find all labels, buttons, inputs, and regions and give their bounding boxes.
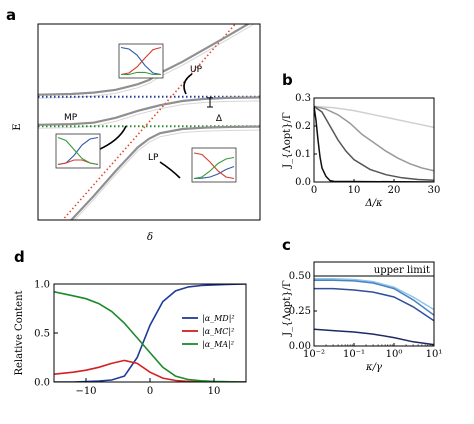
panel-label-d: d xyxy=(14,248,25,266)
series-line-b-1 xyxy=(314,105,434,182)
plot-area-c xyxy=(314,275,434,346)
y-tick-label-c-2: 0.50 xyxy=(289,271,311,282)
plot-area-b xyxy=(314,105,434,182)
x-tick-label-d-1: 0 xyxy=(147,386,153,397)
frame-a xyxy=(37,23,261,221)
x-tick-label-b-1: 10 xyxy=(348,185,361,196)
x-tick-label-b-2: 20 xyxy=(388,185,401,196)
x-tick-label-b-0: 0 xyxy=(311,185,317,196)
series-line-b-0 xyxy=(314,106,434,182)
series-line-b-2 xyxy=(314,105,434,172)
y-tick-label-b-1: 0.1 xyxy=(295,149,311,160)
inset-lp-curve-0 xyxy=(193,165,235,180)
series-line-c-1 xyxy=(314,279,434,316)
y-axis-label-d: Relative Content xyxy=(14,290,25,375)
inset-lp-curve-2 xyxy=(193,156,235,180)
x-tick-label-c-0: 10⁻² xyxy=(303,349,325,360)
x-tick-label-c-1: 10⁻¹ xyxy=(343,349,365,360)
frame-b xyxy=(313,97,435,183)
series-line-c-0 xyxy=(314,278,434,311)
y-tick-label-c-1: 0.25 xyxy=(289,306,311,317)
inset-up-curve-2 xyxy=(121,71,161,76)
pointer-lp xyxy=(159,161,181,179)
guide-line-2 xyxy=(73,129,260,220)
y-axis-label-a: E xyxy=(12,123,23,130)
y-tick-label-b-2: 0.2 xyxy=(295,121,311,132)
panel-label-a: a xyxy=(6,6,16,24)
y-tick-label-d-2: 1.0 xyxy=(34,280,50,291)
series-line-0 xyxy=(38,24,251,96)
series-line-d-2 xyxy=(54,291,246,382)
panel-b: 0 10 20 30 0.0 0.1 0.2 0.3 Δ/κ J_{Λopt}/Γ xyxy=(282,93,440,209)
legend-label-1: |α_MC|² xyxy=(202,327,234,336)
panel-c: upper limit 10⁻² 10⁻¹ 10⁰ 10¹ 0.00 0.25 0.50 κ/γ… xyxy=(282,261,443,373)
inset-mp-curve-2 xyxy=(57,136,99,166)
x-tick-label-c-2: 10⁰ xyxy=(386,349,403,360)
panel-label-b: b xyxy=(282,71,293,89)
y-tick-label-b-0: 0.0 xyxy=(295,177,311,188)
inset-lp xyxy=(191,147,237,183)
panel-label-c: c xyxy=(282,236,291,254)
inset-lp-frame xyxy=(191,147,237,183)
series-line-c-2 xyxy=(314,287,434,322)
annotation-up: UP xyxy=(190,65,203,75)
plot-area-a xyxy=(38,24,260,220)
y-tick-label-d-1: 0.5 xyxy=(34,329,50,340)
series-line-d-0 xyxy=(54,284,246,382)
pointer-up xyxy=(183,73,193,95)
inset-mp xyxy=(55,133,101,169)
x-tick-label-d-0: −10 xyxy=(75,386,96,397)
legend-label-0: |α_MD|² xyxy=(202,314,235,323)
x-tick-label-d-2: 10 xyxy=(208,386,221,397)
series-line-1 xyxy=(38,96,260,126)
panel-a: Δ UP MP LP Eδ xyxy=(12,23,261,243)
pointer-mp xyxy=(97,125,127,151)
x-axis-label-b: Δ/κ xyxy=(364,198,383,209)
annotation-delta: Δ xyxy=(216,114,223,124)
panel-d: −10 0 10 0.0 0.5 1.0 Relative Content |α_MD|² |α… xyxy=(14,280,247,397)
series-line-c-3 xyxy=(314,328,434,346)
x-tick-label-c-3: 10¹ xyxy=(426,349,443,360)
series-line-b-3 xyxy=(314,105,434,129)
y-axis-label-b: J_{Λopt}/Γ xyxy=(282,112,293,169)
inset-up-curve-0 xyxy=(120,46,162,76)
series-line-2 xyxy=(69,125,260,220)
frame-c xyxy=(313,261,435,347)
y-tick-label-c-0: 0.00 xyxy=(289,341,311,352)
upper-limit-label: upper limit xyxy=(374,265,430,276)
x-tick-label-b-3: 30 xyxy=(428,185,441,196)
annotation-lp: LP xyxy=(148,153,159,163)
y-axis-label-c: J_{Λopt}/Γ xyxy=(282,280,293,337)
x-axis-label-c: κ/γ xyxy=(365,362,382,373)
legend-label-2: |α_MA|² xyxy=(202,340,234,349)
annotation-mp: MP xyxy=(64,113,78,123)
y-tick-label-b-3: 0.3 xyxy=(295,93,311,104)
inset-up-curve-1 xyxy=(120,46,162,76)
inset-up xyxy=(118,43,164,79)
x-axis-label-a: δ xyxy=(147,232,153,243)
y-tick-label-d-0: 0.0 xyxy=(34,378,50,389)
